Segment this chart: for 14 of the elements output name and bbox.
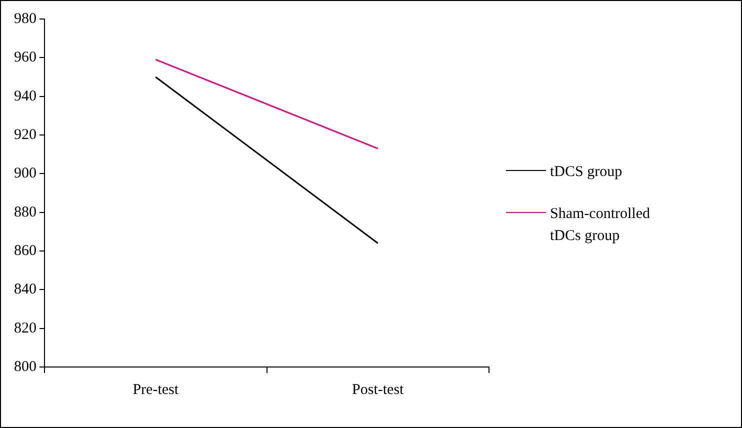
legend-label: Sham-controlled tDCs group — [550, 205, 651, 246]
y-tick-label: 840 — [14, 282, 36, 298]
y-tick-label: 880 — [14, 204, 36, 220]
x-tick-label: Pre-test — [132, 382, 180, 398]
legend-label: tDCS group — [550, 163, 624, 182]
y-tick-label: 860 — [14, 242, 36, 259]
y-tick-label: 960 — [14, 50, 36, 66]
y-tick-label: 800 — [14, 358, 36, 375]
y-tick-label: 900 — [14, 166, 36, 182]
y-tick-label: 980 — [14, 10, 36, 27]
y-tick-label: 920 — [14, 126, 36, 143]
x-tick-label: Post-test — [352, 382, 405, 398]
y-tick-label: 820 — [14, 320, 36, 336]
y-tick-label: 940 — [14, 88, 36, 104]
